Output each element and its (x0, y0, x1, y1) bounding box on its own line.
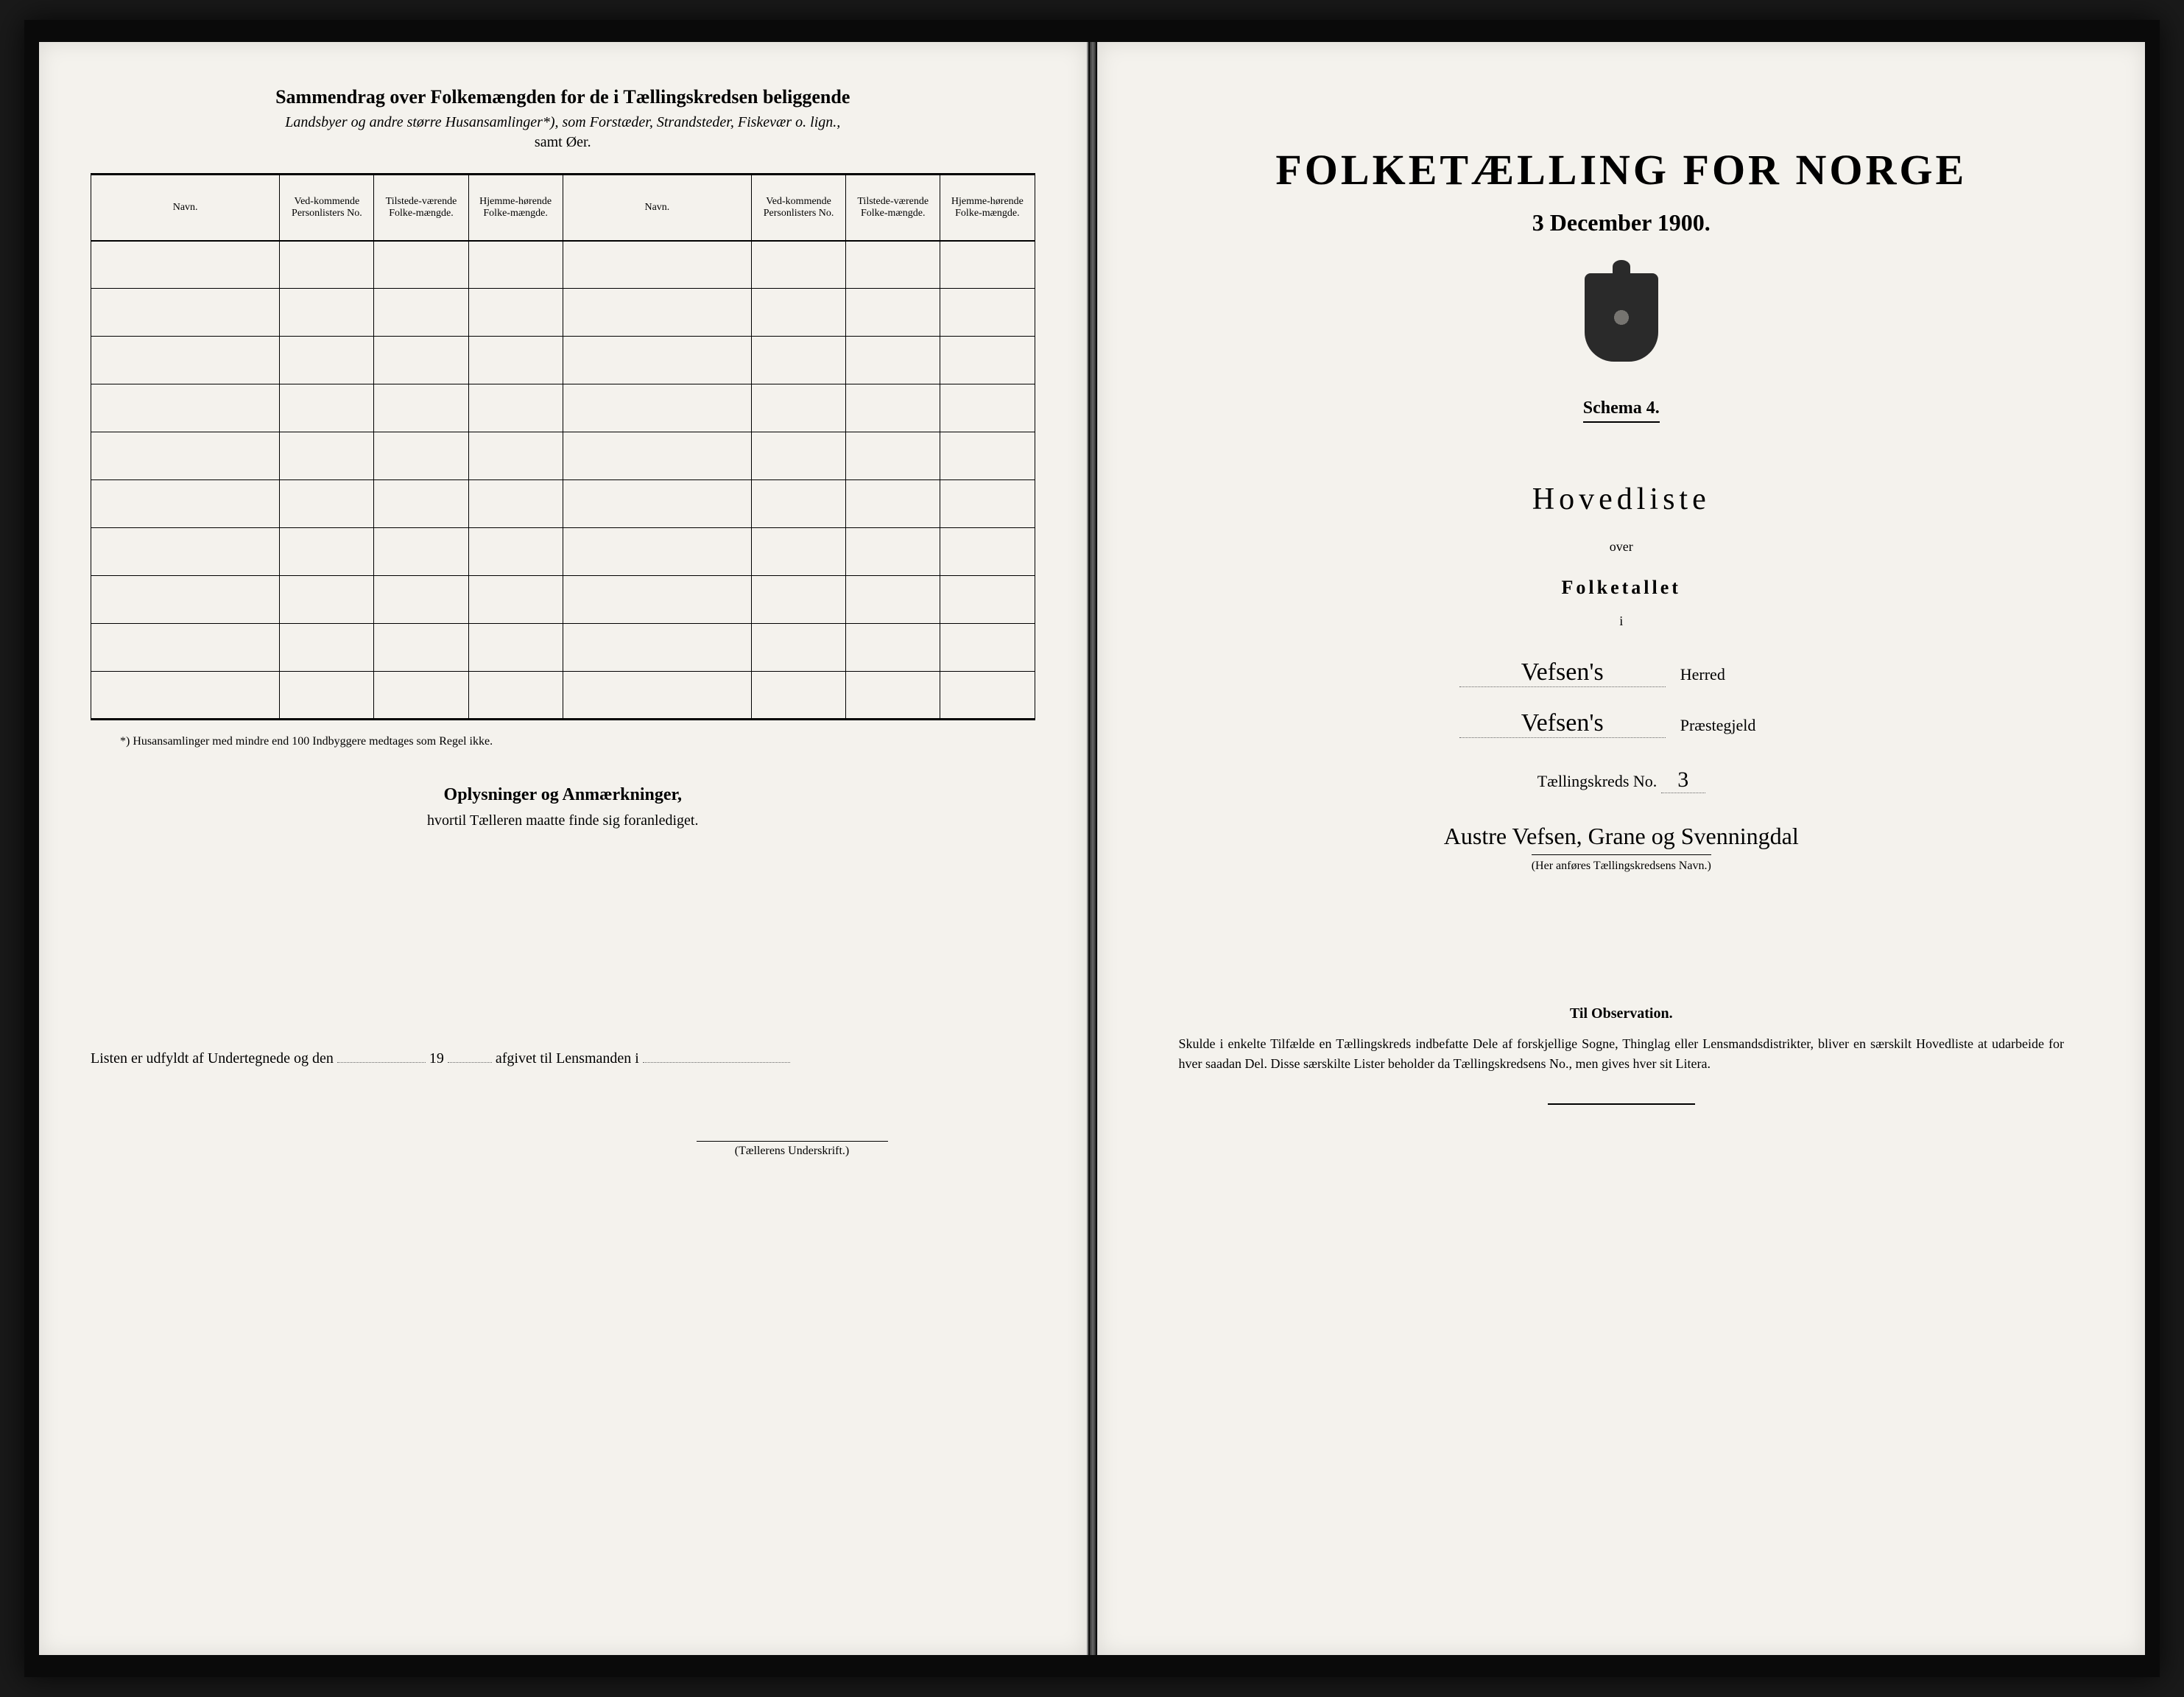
left-subtitle2: samt Øer. (91, 134, 1035, 151)
col-tilstede-2: Tilstede-værende Folke-mængde. (846, 175, 940, 241)
listen-year: 19 (429, 1050, 444, 1067)
col-personlisters-1: Ved-kommende Personlisters No. (280, 175, 374, 241)
end-rule (1548, 1103, 1695, 1105)
observation-title: Til Observation. (1149, 1005, 2094, 1022)
listen-blank-2 (448, 1062, 492, 1063)
footnote: *) Husansamlinger med mindre end 100 Ind… (120, 735, 1035, 748)
table-row (91, 672, 1035, 720)
oplysninger-subtitle: hvortil Tælleren maatte finde sig foranl… (91, 812, 1035, 829)
left-subtitle: Landsbyer og andre større Husansamlinger… (91, 114, 1035, 131)
listen-suffix: afgivet til Lensmanden i (496, 1050, 639, 1067)
table-row (91, 241, 1035, 289)
kreds-number: 3 (1661, 767, 1705, 793)
table-row (91, 480, 1035, 528)
left-page: Sammendrag over Folkemængden for de i Tæ… (39, 42, 1088, 1655)
herred-label: Herred (1680, 665, 1783, 684)
signature-caption: (Tællerens Underskrift.) (697, 1141, 888, 1158)
col-hjemme-1: Hjemme-hørende Folke-mængde. (468, 175, 563, 241)
praestegjeld-value: Vefsen's (1459, 709, 1666, 738)
col-hjemme-2: Hjemme-hørende Folke-mængde. (940, 175, 1035, 241)
table-row (91, 624, 1035, 672)
table-row (91, 432, 1035, 480)
table-row (91, 528, 1035, 576)
kreds-caption: (Her anføres Tællingskredsens Navn.) (1532, 854, 1711, 873)
col-navn-1: Navn. (91, 175, 280, 241)
table-row (91, 384, 1035, 432)
herred-line: Vefsen's Herred (1149, 658, 2094, 687)
col-tilstede-1: Tilstede-værende Folke-mængde. (374, 175, 468, 241)
census-date: 3 December 1900. (1149, 209, 2094, 236)
herred-value: Vefsen's (1459, 658, 1666, 687)
signature-area: (Tællerens Underskrift.) (91, 1141, 1035, 1158)
folketallet-label: Folketallet (1149, 577, 2094, 599)
listen-line: Listen er udfyldt af Undertegnede og den… (91, 1050, 1035, 1097)
table-row (91, 576, 1035, 624)
col-personlisters-2: Ved-kommende Personlisters No. (752, 175, 846, 241)
listen-blank-3 (643, 1062, 790, 1063)
table-row (91, 337, 1035, 384)
observation-text: Skulde i enkelte Tilfælde en Tællingskre… (1149, 1034, 2094, 1074)
listen-blank-1 (337, 1062, 426, 1063)
kreds-name-handwritten: Austre Vefsen, Grane og Svenningdal (1149, 823, 2094, 850)
main-title: FOLKETÆLLING FOR NORGE (1149, 145, 2094, 194)
praestegjeld-line: Vefsen's Præstegjeld (1149, 709, 2094, 738)
summary-table: Navn. Ved-kommende Personlisters No. Til… (91, 173, 1035, 720)
over-text: over (1149, 539, 2094, 555)
i-text: i (1149, 614, 2094, 629)
table-header-row: Navn. Ved-kommende Personlisters No. Til… (91, 175, 1035, 241)
coat-of-arms-icon (1585, 273, 1658, 362)
kreds-prefix: Tællingskreds No. (1537, 772, 1658, 790)
praestegjeld-label: Præstegjeld (1680, 716, 1783, 735)
listen-prefix: Listen er udfyldt af Undertegnede og den (91, 1050, 334, 1067)
schema-label: Schema 4. (1583, 398, 1660, 423)
book-spine (1090, 42, 1096, 1655)
table-body (91, 241, 1035, 720)
kreds-line: Tællingskreds No. 3 (1149, 767, 2094, 793)
table-row (91, 289, 1035, 337)
oplysninger-title: Oplysninger og Anmærkninger, (91, 785, 1035, 805)
hovedliste-title: Hovedliste (1149, 482, 2094, 517)
col-navn-2: Navn. (563, 175, 751, 241)
left-title: Sammendrag over Folkemængden for de i Tæ… (91, 86, 1035, 108)
book-spread: Sammendrag over Folkemængden for de i Tæ… (24, 20, 2160, 1677)
right-page: FOLKETÆLLING FOR NORGE 3 December 1900. … (1097, 42, 2146, 1655)
